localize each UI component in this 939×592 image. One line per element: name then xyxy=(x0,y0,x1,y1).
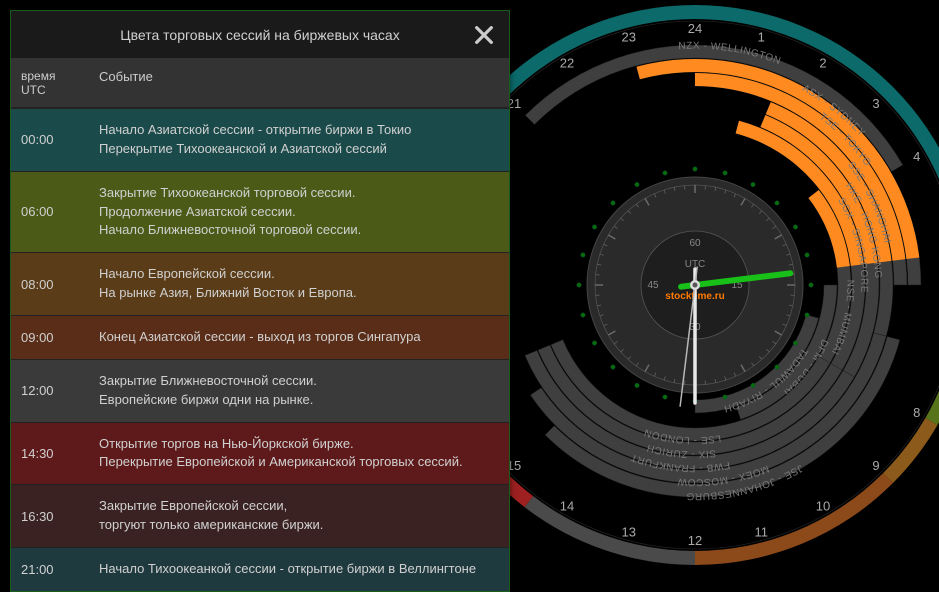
cell-time: 12:00 xyxy=(11,360,89,422)
svg-text:13: 13 xyxy=(622,524,636,539)
table-row: 08:00Начало Европейской сессии. На рынке… xyxy=(11,252,509,315)
cell-event: Начало Европейской сессии. На рынке Азия… xyxy=(89,253,509,315)
svg-text:45: 45 xyxy=(647,280,659,291)
svg-text:9: 9 xyxy=(872,458,879,473)
cell-time: 14:30 xyxy=(11,423,89,485)
table-row: 06:00Закрытие Тихоокеанской торговой сес… xyxy=(11,171,509,253)
cell-event: Закрытие Ближневосточной сессии. Европей… xyxy=(89,360,509,422)
svg-text:14: 14 xyxy=(560,499,574,514)
svg-text:11: 11 xyxy=(755,524,769,539)
panel-header: Цвета торговых сессий на биржевых часах xyxy=(11,11,509,59)
svg-text:2: 2 xyxy=(819,55,826,70)
cell-time: 21:00 xyxy=(11,548,89,591)
table-row: 00:00Начало Азиатской сессии - открытие … xyxy=(11,108,509,171)
cell-time: 16:30 xyxy=(11,485,89,547)
table-row: 09:00Конец Азиатской сессии - выход из т… xyxy=(11,315,509,359)
table-head: время UTC Событие xyxy=(11,59,509,108)
svg-text:1: 1 xyxy=(758,30,765,45)
cell-time: 08:00 xyxy=(11,253,89,315)
panel-title: Цвета торговых сессий на биржевых часах xyxy=(120,27,399,43)
cell-event: Открытие торгов на Нью-Йоркской бирже. П… xyxy=(89,423,509,485)
svg-text:60: 60 xyxy=(689,238,701,249)
svg-text:8: 8 xyxy=(913,405,920,420)
col-time-header: время UTC xyxy=(11,59,89,107)
svg-text:12: 12 xyxy=(688,533,702,548)
cell-time: 06:00 xyxy=(11,172,89,253)
cell-event: Закрытие Европейской сессии, торгуют тол… xyxy=(89,485,509,547)
cell-event: Начало Азиатской сессии - открытие биржи… xyxy=(89,109,509,171)
cell-event: Конец Азиатской сессии - выход из торгов… xyxy=(89,316,509,359)
cell-event: Закрытие Тихоокеанской торговой сессии. … xyxy=(89,172,509,253)
svg-text:24: 24 xyxy=(688,21,702,36)
table-row: 16:30Закрытие Европейской сессии, торгую… xyxy=(11,484,509,547)
svg-text:4: 4 xyxy=(913,149,920,164)
svg-text:22: 22 xyxy=(560,55,574,70)
table-row: 14:30Открытие торгов на Нью-Йоркской бир… xyxy=(11,422,509,485)
cell-event: Начало Тихоокеанкой сессии - открытие би… xyxy=(89,548,509,591)
cell-time: 09:00 xyxy=(11,316,89,359)
svg-text:10: 10 xyxy=(816,499,830,514)
table-row: 12:00Закрытие Ближневосточной сессии. Ев… xyxy=(11,359,509,422)
col-event-header: Событие xyxy=(89,59,509,107)
cell-time: 00:00 xyxy=(11,109,89,171)
sessions-legend-panel: Цвета торговых сессий на биржевых часах … xyxy=(10,10,510,592)
svg-text:3: 3 xyxy=(872,96,879,111)
svg-text:23: 23 xyxy=(622,30,636,45)
table-row: 21:00Начало Тихоокеанкой сессии - открыт… xyxy=(11,547,509,591)
close-icon[interactable] xyxy=(473,24,495,46)
